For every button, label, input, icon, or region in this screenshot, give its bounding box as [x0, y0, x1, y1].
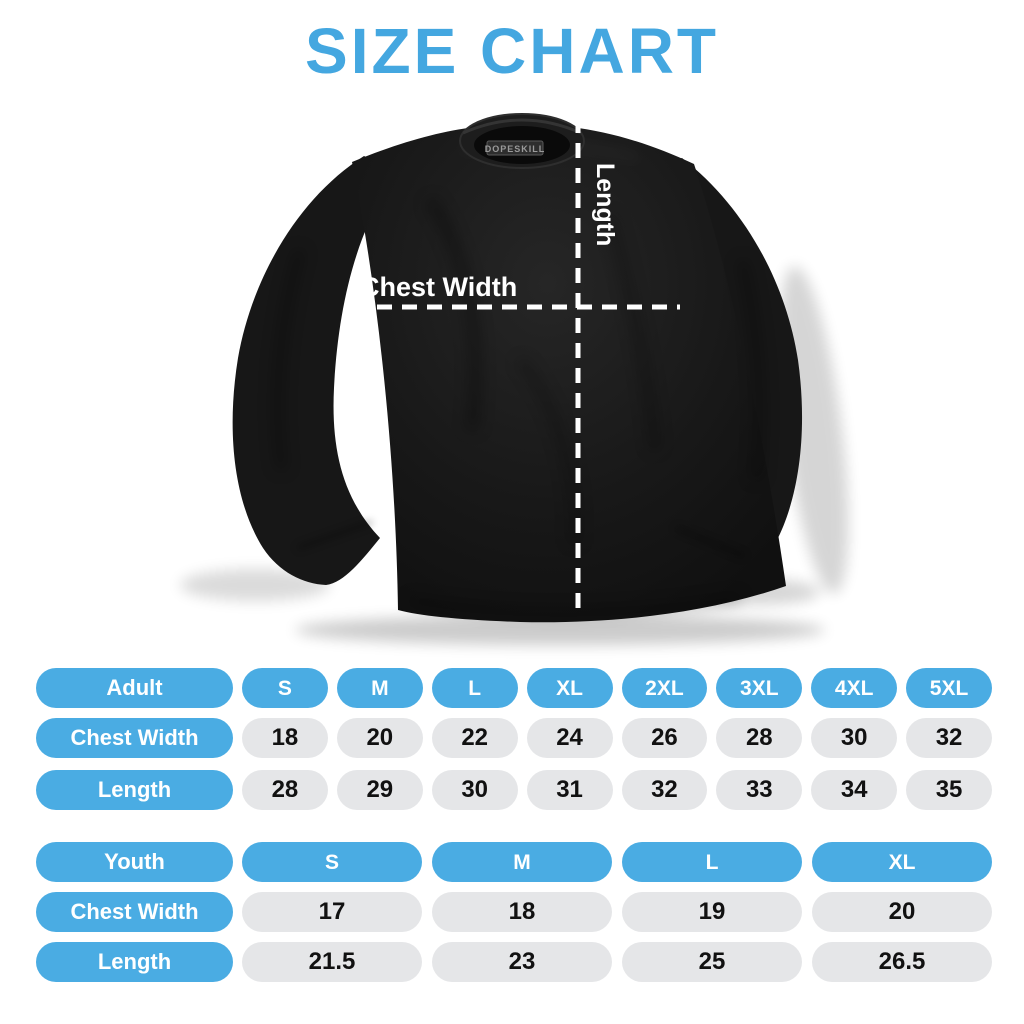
shirt-mockup-svg: DOPESKILL Chest Width Length — [180, 113, 849, 645]
adult-size-2xl: 2XL — [621, 668, 708, 708]
youth-chest-width-row: Chest Width 17 18 19 20 — [36, 892, 992, 932]
adult-chest-width-l: 22 — [431, 718, 518, 758]
adult-length-s: 28 — [242, 770, 328, 810]
measurement-lines: Chest Width Length — [352, 118, 680, 618]
collar-tag — [486, 140, 544, 156]
youth-chest-width-label: Chest Width — [36, 892, 233, 932]
youth-table: Youth S M L XL Chest Width 17 18 19 20 L… — [36, 842, 992, 982]
youth-size-s: S — [242, 842, 422, 882]
adult-size-s: S — [242, 668, 328, 708]
adult-length-row: Length 28 29 30 31 32 33 34 35 — [36, 770, 992, 810]
adult-length-4xl: 34 — [811, 770, 898, 810]
youth-chest-width-s: 17 — [242, 892, 422, 932]
adult-length-5xl: 35 — [906, 770, 992, 810]
chest-width-label: Chest Width — [360, 272, 517, 302]
youth-length-label: Length — [36, 942, 233, 982]
size-tables: Adult S M L XL 2XL 3XL 4XL 5XL Chest Wid… — [36, 668, 992, 982]
adult-chest-width-xl: 24 — [526, 718, 613, 758]
youth-size-m: M — [432, 842, 612, 882]
adult-chest-width-4xl: 30 — [811, 718, 898, 758]
youth-chest-width-l: 19 — [622, 892, 802, 932]
length-label: Length — [591, 163, 619, 246]
youth-length-s: 21.5 — [242, 942, 422, 982]
youth-header-row: Youth S M L XL — [36, 842, 992, 882]
adult-length-label: Length — [36, 770, 233, 810]
youth-chest-width-xl: 20 — [812, 892, 992, 932]
youth-length-row: Length 21.5 23 25 26.5 — [36, 942, 992, 982]
youth-size-xl: XL — [812, 842, 992, 882]
adult-length-xl: 31 — [526, 770, 613, 810]
adult-chest-width-m: 20 — [336, 718, 423, 758]
youth-size-l: L — [622, 842, 802, 882]
adult-chest-width-3xl: 28 — [716, 718, 803, 758]
youth-length-xl: 26.5 — [812, 942, 992, 982]
adult-size-3xl: 3XL — [716, 668, 803, 708]
shirt-collar: DOPESKILL — [459, 113, 585, 169]
adult-header-label: Adult — [36, 668, 233, 708]
adult-chest-width-label: Chest Width — [36, 718, 233, 758]
adult-chest-width-5xl: 32 — [906, 718, 992, 758]
adult-length-3xl: 33 — [716, 770, 803, 810]
page-title: SIZE CHART — [305, 15, 719, 87]
collar-brand-text: DOPESKILL — [485, 144, 546, 154]
adult-chest-width-s: 18 — [242, 718, 328, 758]
youth-chest-width-m: 18 — [432, 892, 612, 932]
adult-length-l: 30 — [431, 770, 518, 810]
shirt-diagram: DOPESKILL Chest Width Length — [0, 95, 1024, 660]
adult-length-2xl: 32 — [621, 770, 708, 810]
adult-size-l: L — [431, 668, 518, 708]
adult-size-m: M — [336, 668, 423, 708]
youth-header-label: Youth — [36, 842, 233, 882]
adult-table: Adult S M L XL 2XL 3XL 4XL 5XL Chest Wid… — [36, 668, 992, 810]
adult-size-xl: XL — [526, 668, 613, 708]
adult-length-m: 29 — [336, 770, 423, 810]
adult-chest-width-2xl: 26 — [621, 718, 708, 758]
shirt-body — [232, 124, 803, 623]
youth-length-m: 23 — [432, 942, 612, 982]
adult-header-row: Adult S M L XL 2XL 3XL 4XL 5XL — [36, 668, 992, 708]
adult-chest-width-row: Chest Width 18 20 22 24 26 28 30 32 — [36, 718, 992, 758]
adult-size-5xl: 5XL — [906, 668, 992, 708]
youth-length-l: 25 — [622, 942, 802, 982]
adult-size-4xl: 4XL — [811, 668, 898, 708]
